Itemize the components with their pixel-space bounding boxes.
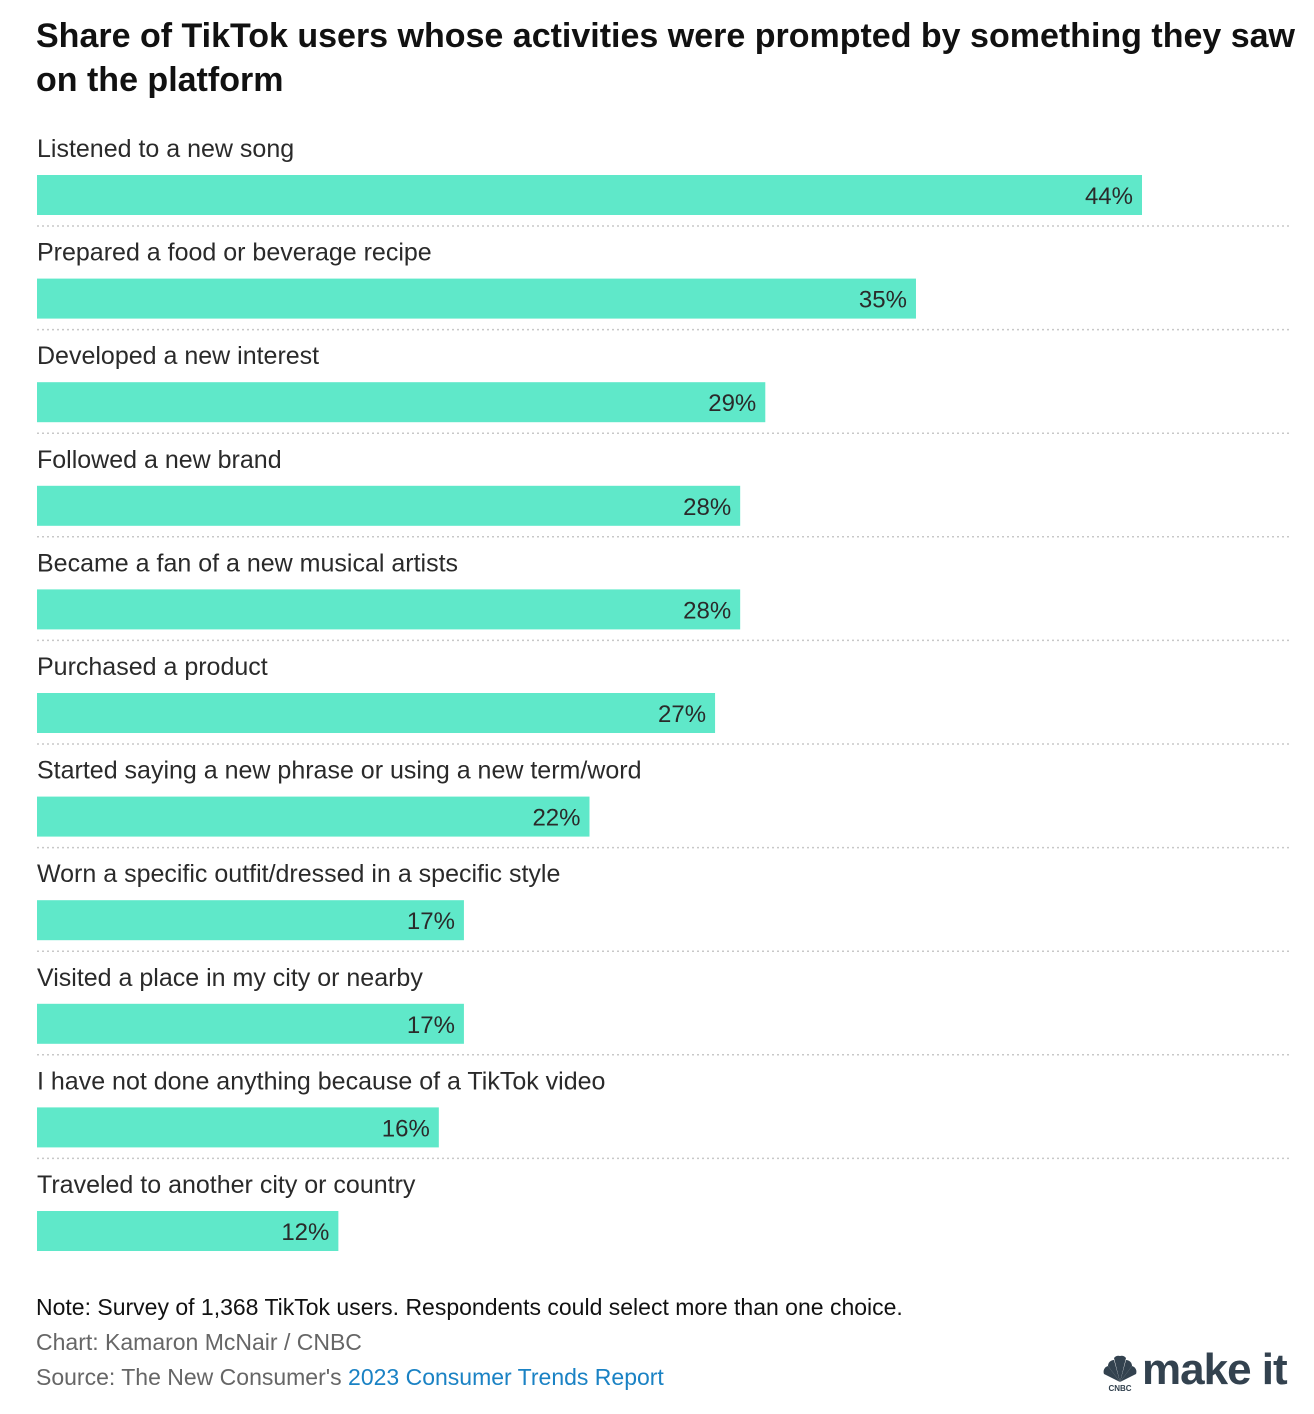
bar: [37, 796, 590, 837]
bar: [37, 693, 716, 733]
category-label: Became a fan of a new musical artists: [37, 549, 458, 577]
category-label: Purchased a product: [37, 653, 268, 681]
logo-text: make it: [1142, 1345, 1288, 1394]
bar: [37, 1211, 339, 1251]
value-label: 28%: [683, 494, 731, 521]
chart-footer: Note: Survey of 1,368 TikTok users. Resp…: [36, 1290, 1096, 1395]
bar: [37, 900, 464, 941]
value-label: 22%: [532, 805, 580, 832]
category-label: Developed a new interest: [37, 342, 319, 370]
chart-source: Source: The New Consumer's 2023 Consumer…: [36, 1360, 1096, 1395]
category-label: Listened to a new song: [37, 135, 294, 163]
source-link[interactable]: 2023 Consumer Trends Report: [348, 1364, 664, 1390]
chart-title: Share of TikTok users whose activities w…: [36, 17, 1295, 99]
bar: [37, 175, 1142, 215]
bar: [37, 485, 741, 526]
category-label: I have not done anything because of a Ti…: [37, 1067, 605, 1095]
category-label: Worn a specific outfit/dressed in a spec…: [37, 860, 560, 888]
source-prefix: Source: The New Consumer's: [36, 1364, 349, 1390]
bar: [37, 278, 916, 319]
category-label: Prepared a food or beverage recipe: [37, 239, 432, 267]
value-label: 27%: [658, 701, 706, 728]
value-label: 29%: [708, 390, 756, 417]
chart-note: Note: Survey of 1,368 TikTok users. Resp…: [36, 1294, 903, 1320]
value-label: 16%: [382, 1115, 430, 1142]
value-label: 17%: [407, 1012, 455, 1039]
value-label: 44%: [1085, 183, 1133, 210]
category-label: Visited a place in my city or nearby: [37, 964, 423, 992]
bar: [37, 1003, 464, 1044]
category-label: Traveled to another city or country: [37, 1171, 416, 1199]
category-label: Followed a new brand: [37, 446, 282, 474]
bar: [37, 589, 741, 630]
chart-credit: Chart: Kamaron McNair / CNBC: [36, 1329, 362, 1355]
nbc-peacock-icon: CNBC: [1103, 1355, 1137, 1392]
value-label: 28%: [683, 597, 731, 624]
category-label: Started saying a new phrase or using a n…: [37, 757, 641, 785]
value-label: 12%: [281, 1219, 329, 1246]
logo-brand: CNBC: [1108, 1384, 1131, 1392]
value-label: 35%: [859, 287, 907, 314]
cnbc-make-it-logo: CNBC make it: [1100, 1342, 1300, 1392]
bar: [37, 1107, 439, 1148]
value-label: 17%: [407, 908, 455, 935]
bar: [37, 382, 766, 423]
